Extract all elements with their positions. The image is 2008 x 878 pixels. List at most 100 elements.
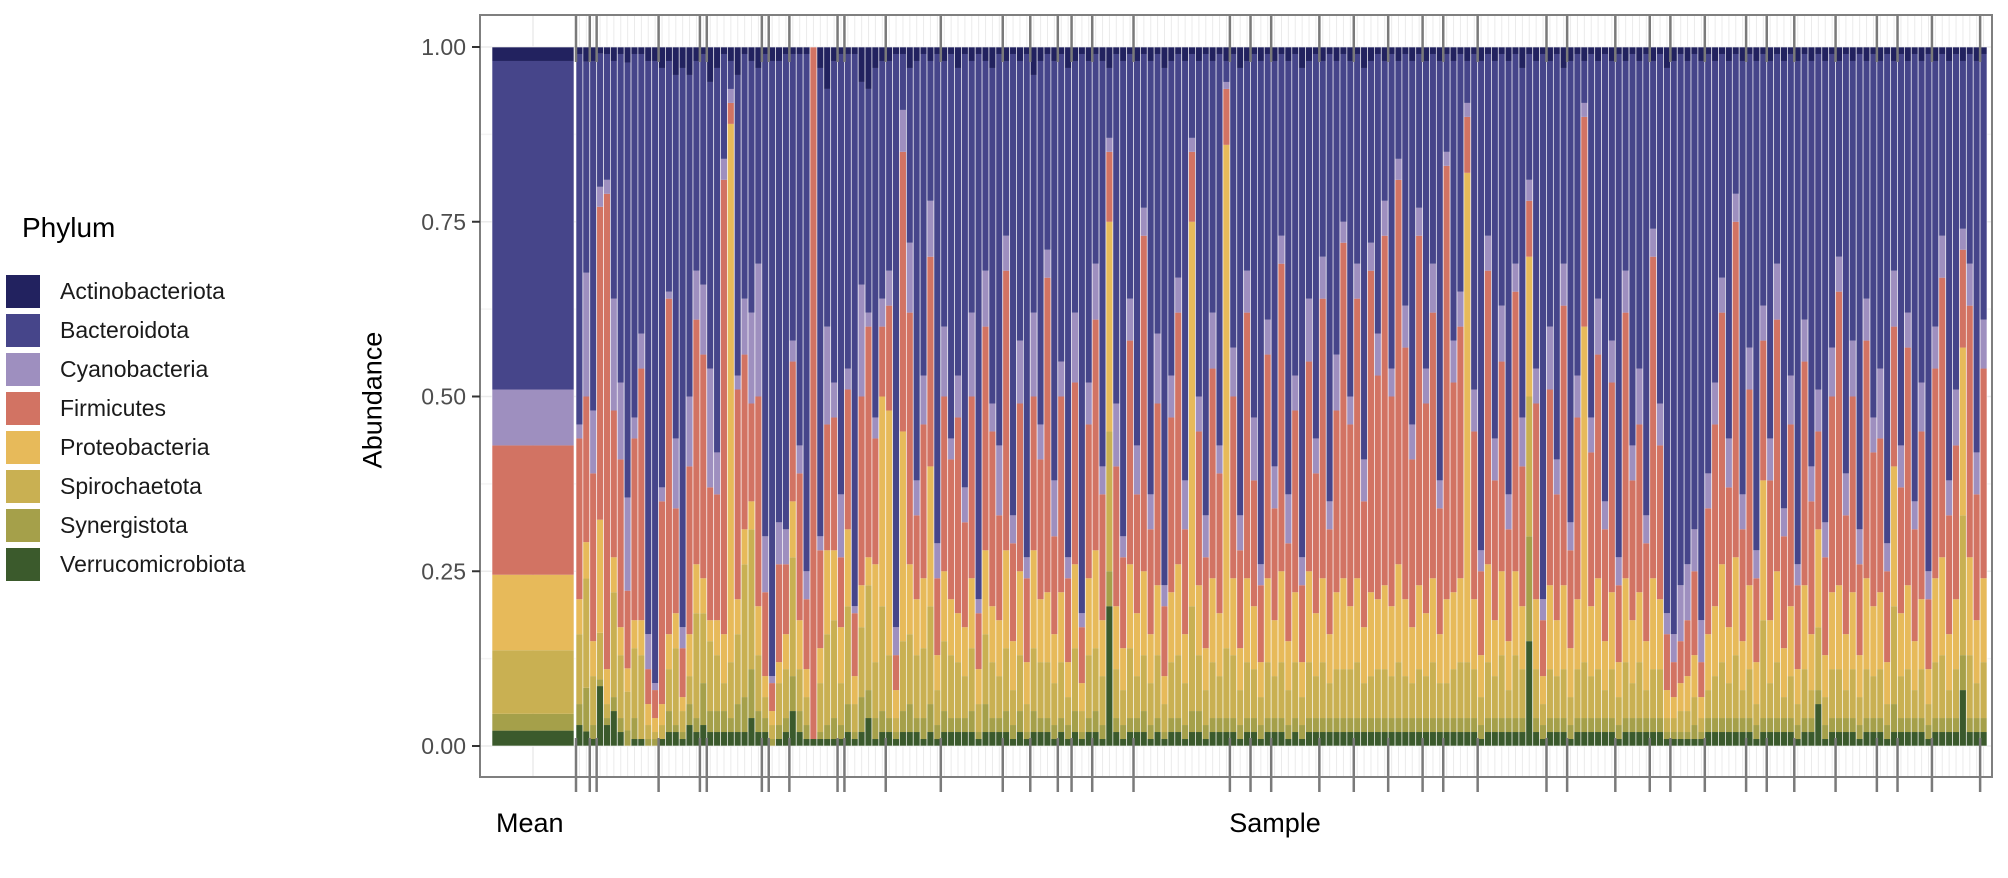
sample-bar-synergistota — [968, 711, 976, 733]
sample-bar-synergistota — [1711, 718, 1719, 733]
sample-bar-cyanobacteria — [1388, 368, 1396, 397]
mean-bar-actinobacteriota — [492, 47, 574, 61]
sample-bar-verrucomicrobiota — [988, 732, 996, 746]
sample-bar-proteobacteria — [1071, 564, 1079, 649]
sample-bar-cyanobacteria — [1863, 298, 1870, 341]
sample-bar-cyanobacteria — [1546, 326, 1554, 390]
sample-bar-firmicutes — [610, 410, 618, 558]
sample-bar-synergistota — [933, 725, 941, 740]
sample-bar-synergistota — [1663, 732, 1671, 740]
sample-bar-proteobacteria — [1367, 592, 1375, 677]
sample-bar-firmicutes — [1546, 389, 1554, 586]
sample-bar-actinobacteriota — [1271, 47, 1279, 61]
sample-bar-actinobacteriota — [1278, 47, 1285, 54]
sample-bar-verrucomicrobiota — [1284, 739, 1292, 746]
sample-bar-synergistota — [1973, 718, 1981, 733]
sample-bar-firmicutes — [1966, 305, 1974, 558]
sample-bar-cyanobacteria — [1436, 480, 1444, 509]
sample-bar-bacteroidota — [1677, 53, 1685, 586]
sample-bar-bacteroidota — [1229, 53, 1237, 348]
sample-bar-cyanobacteria — [1312, 438, 1320, 474]
sample-bar-verrucomicrobiota — [1918, 732, 1926, 746]
sample-bar-cyanobacteria — [1264, 319, 1272, 355]
sample-bar-spirochaetota — [734, 634, 742, 705]
sample-bar-spirochaetota — [789, 557, 797, 677]
sample-bar-synergistota — [1360, 718, 1368, 733]
sample-bar-proteobacteria — [1973, 620, 1981, 684]
sample-bar-synergistota — [1457, 718, 1464, 733]
sample-bar-spirochaetota — [1952, 669, 1960, 719]
sample-bar-cyanobacteria — [1918, 382, 1926, 432]
sample-bar-spirochaetota — [1601, 690, 1609, 719]
sample-bar-verrucomicrobiota — [1250, 732, 1258, 746]
sample-bar-actinobacteriota — [1587, 47, 1595, 54]
sample-bar-proteobacteria — [1147, 634, 1155, 684]
sample-bar-firmicutes — [754, 396, 762, 607]
sample-bar-synergistota — [899, 711, 907, 733]
sample-bar-actinobacteriota — [837, 47, 845, 54]
sample-bar-cyanobacteria — [1938, 235, 1946, 278]
sample-bar-verrucomicrobiota — [1346, 732, 1354, 746]
sample-bar-cyanobacteria — [748, 312, 755, 404]
sample-bar-synergistota — [1202, 725, 1210, 740]
sample-bar-spirochaetota — [1463, 662, 1471, 719]
sample-bar-bacteroidota — [1050, 60, 1058, 481]
legend-item: Spirochaetota — [5, 467, 245, 506]
sample-bar-bacteroidota — [1842, 53, 1850, 474]
sample-bar-firmicutes — [823, 424, 831, 551]
sample-bar-bacteroidota — [1064, 67, 1072, 558]
sample-bar-actinobacteriota — [1752, 47, 1760, 61]
sample-bar-cyanobacteria — [1161, 585, 1168, 607]
sample-bar-synergistota — [906, 704, 914, 733]
sample-bar-firmicutes — [995, 515, 1003, 621]
sample-bar-firmicutes — [1704, 508, 1712, 635]
sample-bar-proteobacteria — [727, 123, 735, 663]
sample-bar-bacteroidota — [1326, 53, 1334, 502]
legend-label: Actinobacteriota — [60, 278, 225, 304]
sample-bar-verrucomicrobiota — [1704, 732, 1712, 746]
sample-bar-proteobacteria — [968, 578, 976, 649]
sample-bar-proteobacteria — [1188, 221, 1196, 607]
sample-bar-cyanobacteria — [1642, 515, 1650, 544]
sample-bar-proteobacteria — [1532, 599, 1540, 670]
sample-bar-verrucomicrobiota — [961, 732, 969, 746]
sample-bar-spirochaetota — [927, 606, 934, 705]
sample-bar-proteobacteria — [1849, 592, 1857, 670]
sample-bar-spirochaetota — [741, 564, 749, 698]
sample-bar-verrucomicrobiota — [1319, 732, 1327, 746]
sample-bar-synergistota — [1477, 725, 1485, 740]
sample-bar-actinobacteriota — [1064, 47, 1072, 68]
sample-bar-verrucomicrobiota — [1580, 732, 1588, 746]
sample-bar-cyanobacteria — [1181, 480, 1189, 530]
sample-bar-cyanobacteria — [1759, 305, 1767, 341]
sample-bar-bacteroidota — [679, 67, 687, 628]
sample-bar-firmicutes — [920, 424, 928, 579]
sample-bar-synergistota — [1002, 711, 1010, 733]
sample-bar-verrucomicrobiota — [1195, 732, 1203, 746]
sample-bar-synergistota — [1525, 536, 1533, 642]
sample-bar-spirochaetota — [1457, 662, 1464, 719]
sample-bar-bacteroidota — [1030, 74, 1038, 313]
sample-bar-verrucomicrobiota — [844, 732, 852, 746]
sample-bar-actinobacteriota — [1794, 47, 1802, 61]
legend-label: Proteobacteria — [60, 434, 210, 460]
sample-bar-synergistota — [1491, 718, 1499, 733]
sample-bar-proteobacteria — [1009, 641, 1017, 691]
sample-bar-proteobacteria — [906, 564, 914, 635]
sample-bar-spirochaetota — [1030, 648, 1038, 712]
sample-bar-bacteroidota — [1608, 60, 1616, 341]
sample-bar-cyanobacteria — [1078, 613, 1086, 628]
sample-bar-spirochaetota — [892, 718, 900, 733]
sample-bar-actinobacteriota — [1711, 47, 1719, 61]
sample-bar-firmicutes — [741, 354, 749, 530]
sample-bar-verrucomicrobiota — [1849, 732, 1857, 746]
sample-bar-synergistota — [1518, 718, 1526, 733]
sample-bar-actinobacteriota — [1766, 47, 1774, 61]
sample-bar-bacteroidota — [1044, 53, 1051, 250]
sample-bar-bacteroidota — [1911, 53, 1919, 502]
sample-bar-bacteroidota — [1980, 53, 1987, 320]
sample-bar-cyanobacteria — [706, 368, 714, 488]
sample-bar-cyanobacteria — [1340, 221, 1347, 243]
sample-bar-synergistota — [1883, 725, 1891, 740]
sample-bar-bacteroidota — [651, 60, 659, 684]
